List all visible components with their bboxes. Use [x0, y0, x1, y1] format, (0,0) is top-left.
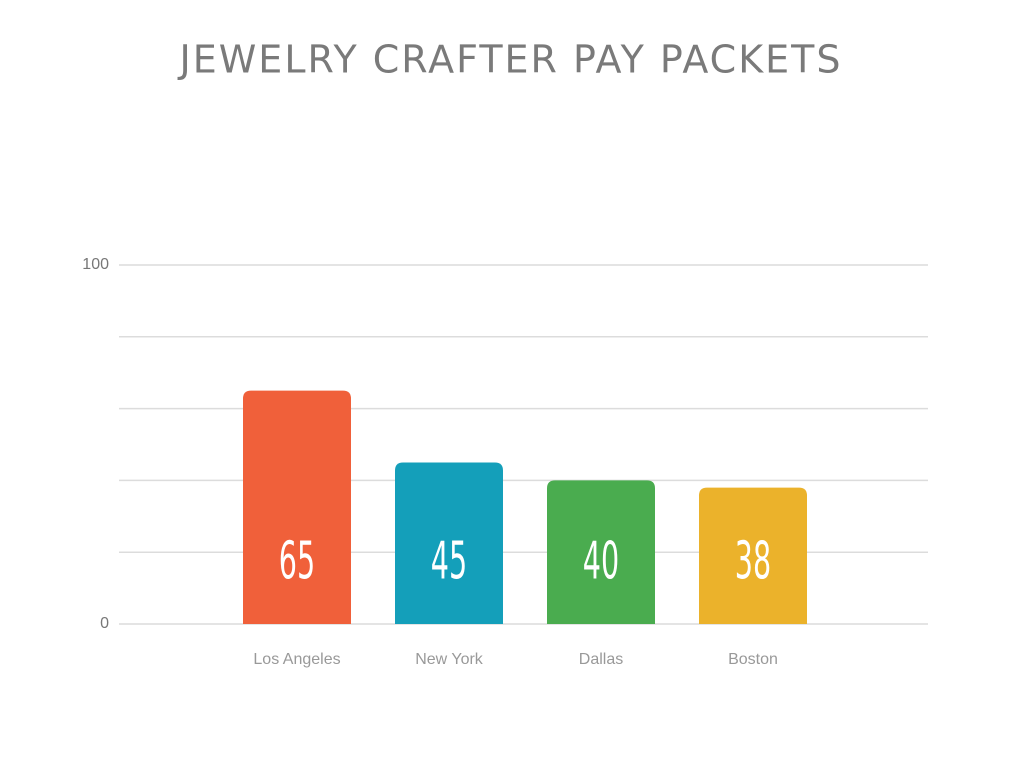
y-tick-label: 100 [82, 256, 109, 273]
x-tick-label: Los Angeles [253, 651, 340, 668]
value-label: 40 [583, 530, 619, 591]
y-tick-label: 0 [100, 615, 109, 632]
value-label: 45 [431, 530, 467, 591]
bar [243, 390, 351, 624]
x-tick-label: Dallas [579, 651, 623, 668]
value-label: 65 [279, 530, 315, 591]
x-tick-label: Boston [728, 651, 778, 668]
value-label: 38 [735, 530, 771, 591]
bar [547, 480, 655, 624]
chart-title: JEWELRY CRAFTER PAY PACKETS [178, 38, 843, 82]
x-tick-label: New York [415, 651, 484, 668]
bar [699, 487, 807, 624]
bar [395, 462, 503, 624]
